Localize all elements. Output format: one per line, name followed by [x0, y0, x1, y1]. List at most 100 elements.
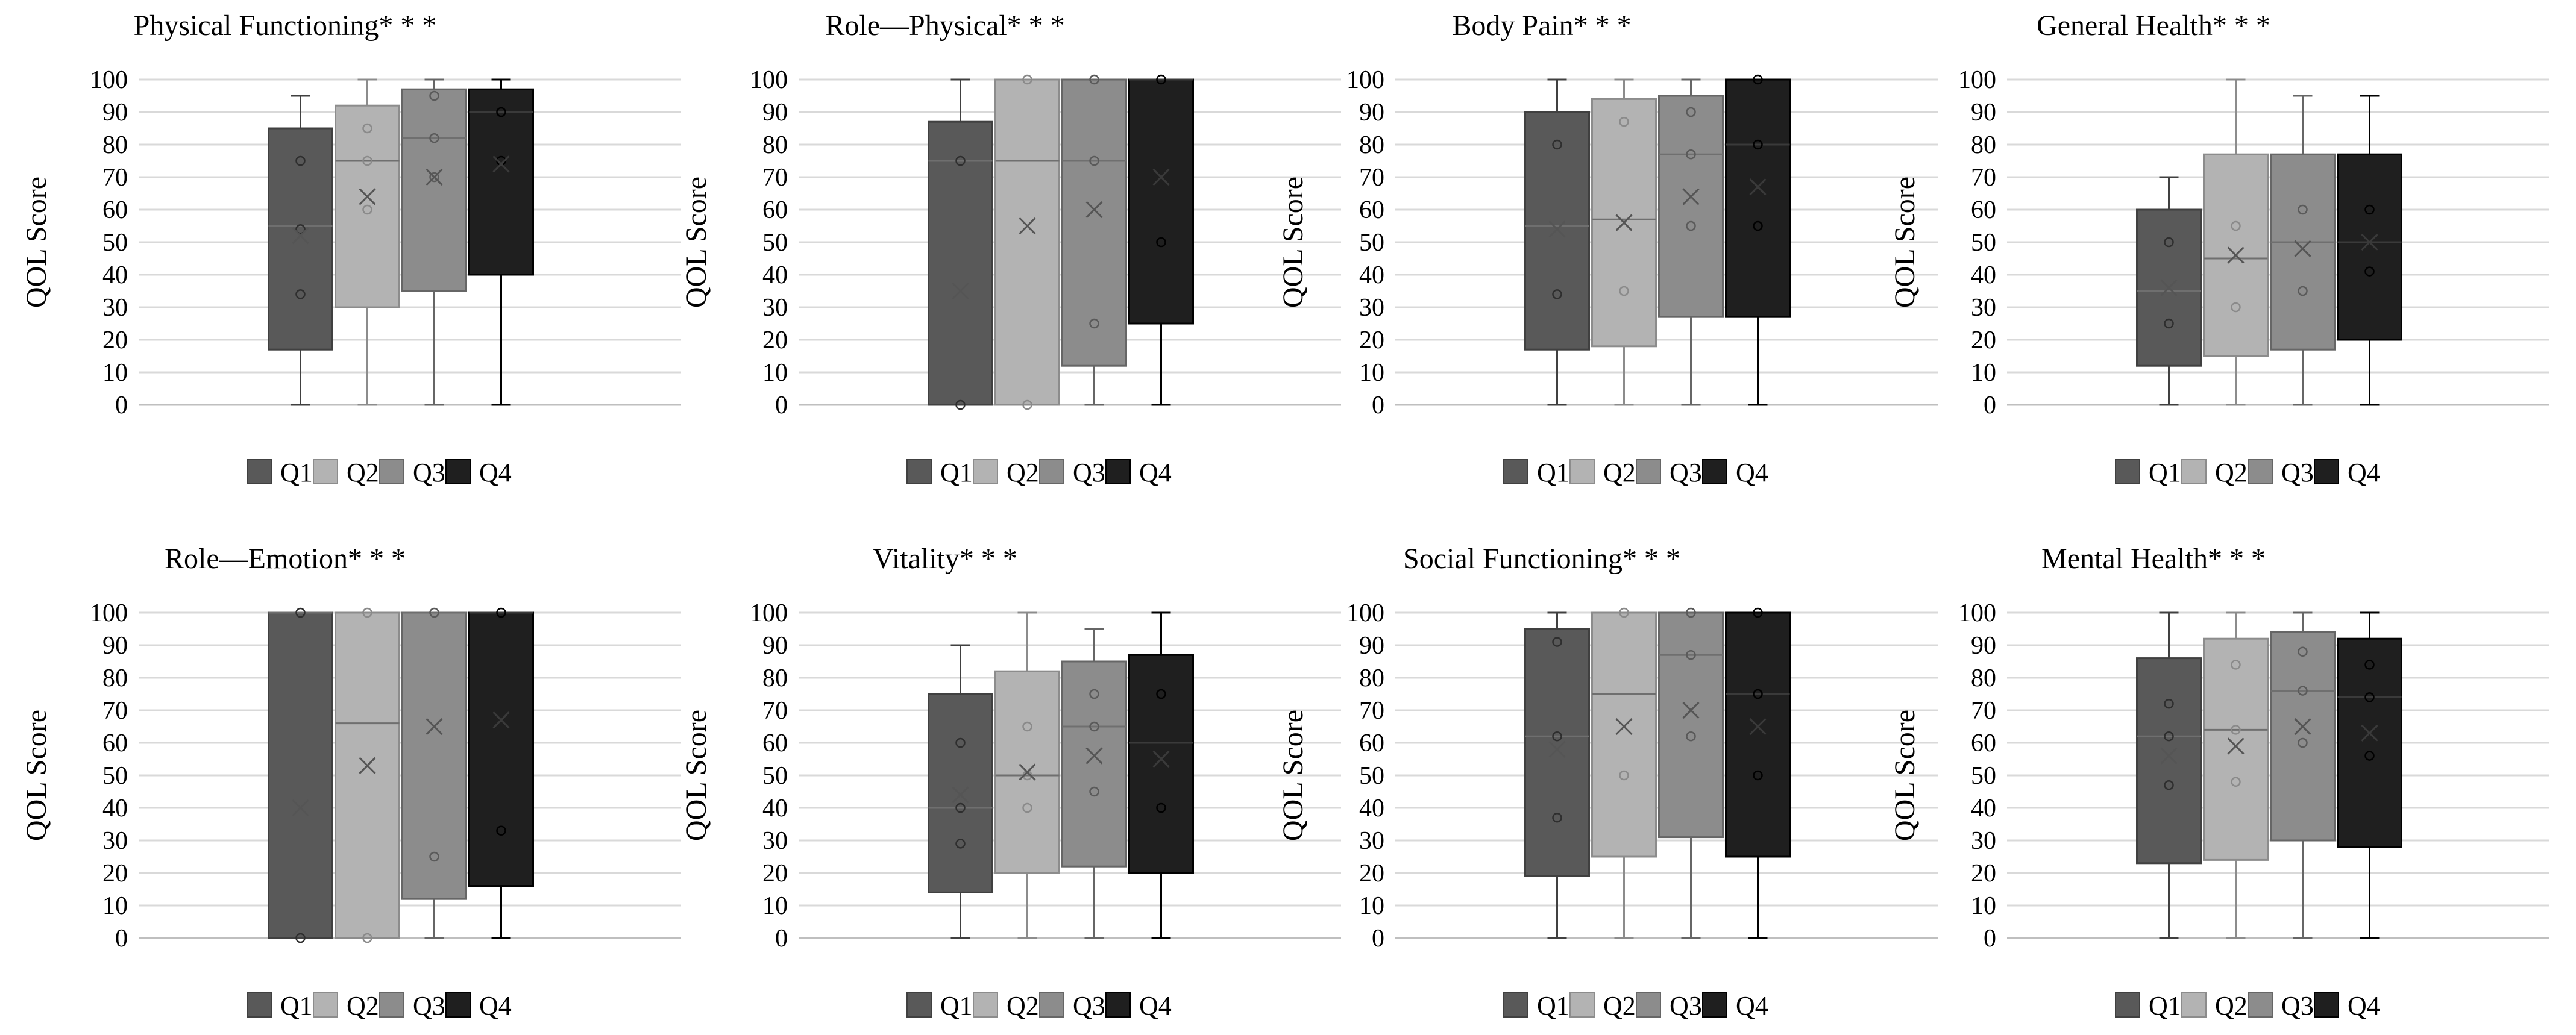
y-tick-label: 30: [1971, 294, 1996, 322]
legend-swatch: [2115, 992, 2140, 1018]
y-tick-label: 10: [762, 359, 788, 387]
data-point: [1022, 802, 1032, 813]
box-q4: [2337, 611, 2402, 939]
box-iqr: [1591, 611, 1657, 858]
legend-swatch: [1569, 992, 1595, 1018]
y-tick-label: 100: [750, 599, 788, 627]
legend-swatch: [445, 459, 471, 484]
y-tick-label: 90: [762, 99, 788, 127]
box-iqr: [928, 120, 993, 406]
chart-title: Social Functioning* * *: [1403, 543, 1680, 575]
mean-marker: [492, 711, 510, 729]
mean-marker: [2227, 737, 2245, 755]
chart-panel: Mental Health* * * QOL Score 0 10 20 30 40 50 60…: [1889, 543, 2549, 1021]
y-tick-label: 90: [102, 99, 128, 127]
data-point: [1686, 731, 1696, 742]
box-q1: [928, 644, 993, 939]
y-tick-label: 100: [1346, 599, 1384, 627]
data-point: [1022, 399, 1032, 410]
legend-label: Q2: [347, 991, 379, 1021]
data-point: [1619, 770, 1629, 781]
data-point: [1552, 139, 1562, 150]
y-tick-label: 10: [102, 892, 128, 920]
mean-marker: [2294, 240, 2311, 257]
y-axis-label: QOL Score: [1889, 177, 1921, 308]
legend-swatch: [2181, 459, 2207, 484]
legend-swatch: [2181, 992, 2207, 1018]
y-tick-label: 10: [1359, 359, 1384, 387]
mean-marker: [1152, 750, 1170, 768]
box-q3: [1061, 628, 1127, 939]
box-iqr: [1061, 78, 1127, 367]
legend-label: Q4: [1736, 458, 1768, 487]
data-point: [1156, 802, 1166, 813]
box-q1: [268, 95, 333, 406]
y-tick-label: 50: [1971, 229, 1996, 257]
y-tick-label: 60: [1359, 196, 1384, 224]
legend-label: Q4: [2348, 458, 2380, 487]
legend-swatch: [313, 992, 338, 1018]
y-tick-label: 60: [762, 196, 788, 224]
legend-label: Q2: [1603, 458, 1636, 487]
y-tick-label: 80: [102, 131, 128, 159]
box-q2: [994, 74, 1060, 410]
y-tick-label: 70: [102, 697, 128, 725]
mean-marker: [292, 227, 309, 245]
legend-label: Q3: [1073, 458, 1105, 487]
y-tick-label: 0: [115, 392, 128, 419]
box-q3: [401, 607, 467, 939]
box-q1: [2136, 176, 2202, 406]
y-tick-label: 20: [1359, 860, 1384, 887]
chart-title: Body Pain* * *: [1452, 10, 1631, 42]
legend-swatch: [247, 992, 272, 1018]
box-q2: [2203, 78, 2269, 406]
data-point: [295, 289, 306, 299]
y-tick-label: 80: [1971, 131, 1996, 159]
legend-label: Q3: [1670, 991, 1702, 1021]
y-axis-label: QOL Score: [1277, 177, 1309, 308]
y-tick-label: 80: [762, 131, 788, 159]
chart-title: Mental Health* * *: [2041, 543, 2266, 575]
y-tick-label: 90: [102, 632, 128, 660]
data-point: [1022, 74, 1032, 85]
mean-marker: [2227, 246, 2245, 264]
data-point: [1753, 74, 1763, 85]
data-point: [1089, 155, 1099, 166]
data-point: [955, 737, 966, 748]
legend-swatch: [906, 992, 932, 1018]
y-tick-label: 60: [1971, 730, 1996, 757]
legend-label: Q3: [1670, 458, 1702, 487]
legend-label: Q3: [413, 458, 445, 487]
legend-label: Q2: [1007, 991, 1039, 1021]
y-tick-label: 100: [90, 599, 128, 627]
data-point: [2164, 318, 2174, 329]
y-tick-label: 30: [1971, 827, 1996, 855]
legend-label: Q4: [479, 991, 512, 1021]
data-point: [1753, 220, 1763, 231]
data-point: [496, 825, 506, 836]
y-tick-label: 10: [1971, 359, 1996, 387]
y-tick-label: 70: [762, 697, 788, 725]
legend-swatch: [379, 992, 404, 1018]
y-tick-label: 30: [1359, 294, 1384, 322]
data-point: [2164, 237, 2174, 248]
data-point: [1156, 689, 1166, 699]
mean-marker: [1749, 718, 1767, 736]
box-iqr: [335, 104, 400, 308]
mean-marker: [2294, 718, 2311, 736]
data-point: [295, 155, 306, 166]
y-tick-label: 0: [115, 925, 128, 952]
legend-label: Q1: [2149, 458, 2181, 487]
data-point: [2364, 660, 2375, 670]
box-q1: [1524, 78, 1590, 406]
mean-marker: [1548, 740, 1566, 758]
data-point: [362, 123, 372, 134]
legend-swatch: [313, 459, 338, 484]
chart-panel: General Health* * * QOL Score 0 10 20 30 40 50 6…: [1889, 10, 2549, 487]
y-tick-label: 30: [762, 294, 788, 322]
data-point: [955, 155, 966, 166]
y-tick-label: 50: [102, 229, 128, 257]
box-iqr: [2270, 631, 2336, 842]
box-iqr: [2270, 153, 2336, 351]
